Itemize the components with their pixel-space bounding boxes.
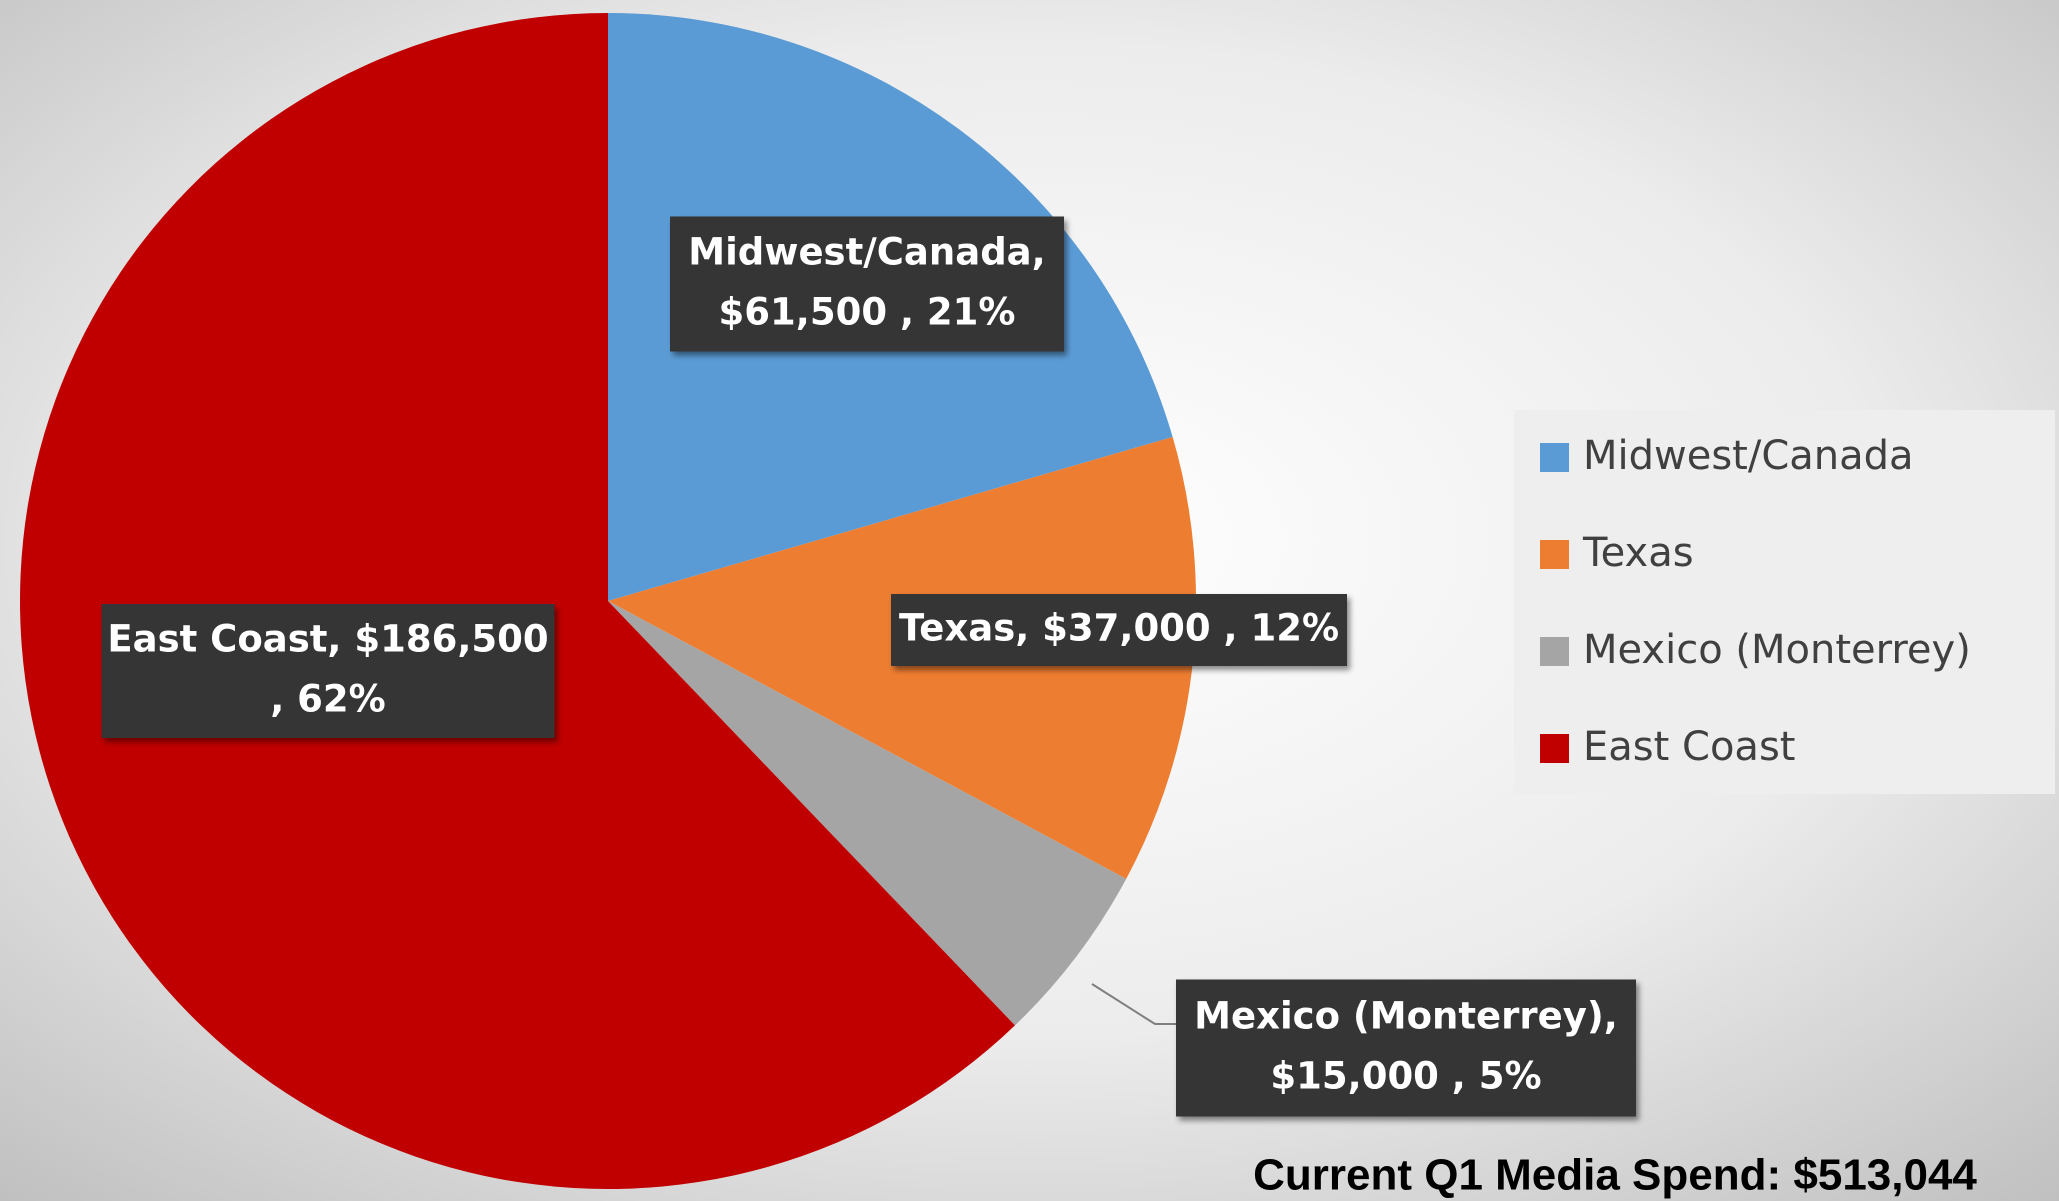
data-label: $15,000 , 5% (1270, 1055, 1541, 1098)
data-label: , 62% (270, 678, 386, 721)
data-label-box (670, 216, 1064, 352)
legend-swatch (1540, 443, 1569, 472)
data-label-box (101, 604, 555, 738)
data-labels: Midwest/Canada, $61,500 , 21% Texas, $37,0… (101, 216, 1636, 1117)
data-label: Midwest/Canada, (688, 231, 1045, 274)
data-label: East Coast, $186,500 (107, 618, 548, 661)
legend-label: East Coast (1583, 724, 1795, 770)
legend: Midwest/Canada Texas Mexico (Monterrey) Eas… (1540, 433, 1971, 770)
annotation: Current Q1 Media Spend: $513,044 (1253, 1151, 1977, 1200)
legend-label: Midwest/Canada (1583, 433, 1914, 479)
legend-label: Texas (1582, 530, 1694, 576)
data-label: Mexico (Monterrey), (1194, 995, 1618, 1038)
leader-line (1091, 983, 1176, 1025)
pie-slice (608, 601, 1127, 1026)
data-label: $61,500 , 21% (719, 291, 1016, 334)
legend-swatch (1540, 540, 1569, 569)
pie-slice (20, 13, 1015, 1189)
legend-swatch (1540, 734, 1569, 763)
legend-swatch (1540, 637, 1569, 666)
data-label-box (1176, 979, 1636, 1117)
data-label-box (891, 594, 1347, 666)
data-label: Texas, $37,000 , 12% (899, 607, 1339, 650)
legend-label: Mexico (Monterrey) (1583, 627, 1971, 673)
legend-box (1514, 410, 2055, 794)
